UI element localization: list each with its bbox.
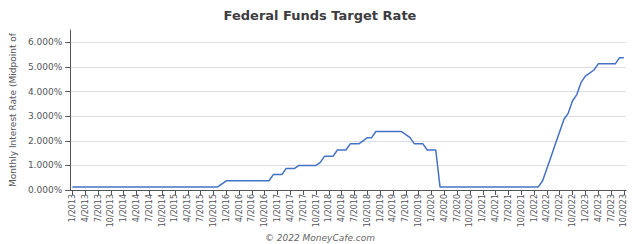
svg-text:4/2020: 4/2020	[440, 194, 449, 222]
svg-text:© 2022 MoneyCafe.com: © 2022 MoneyCafe.com	[265, 233, 375, 243]
svg-text:1/2019: 1/2019	[376, 194, 385, 222]
svg-text:7/2013: 7/2013	[94, 194, 103, 222]
svg-text:1/2014: 1/2014	[119, 194, 128, 222]
svg-text:7/2015: 7/2015	[196, 194, 205, 222]
svg-text:10/2019: 10/2019	[414, 194, 423, 227]
svg-text:Federal Funds Target Rate: Federal Funds Target Rate	[224, 8, 417, 23]
svg-text:10/2014: 10/2014	[158, 194, 167, 227]
svg-text:4/2014: 4/2014	[132, 194, 141, 222]
svg-text:1/2021: 1/2021	[478, 194, 487, 222]
svg-text:10/2017: 10/2017	[312, 194, 321, 227]
svg-text:7/2023: 7/2023	[607, 194, 616, 222]
svg-text:10/2016: 10/2016	[260, 194, 269, 227]
svg-text:1/2022: 1/2022	[530, 194, 539, 222]
svg-text:1/2013: 1/2013	[68, 194, 77, 222]
svg-text:6.000%: 6.000%	[28, 37, 63, 47]
svg-text:7/2016: 7/2016	[247, 194, 256, 222]
svg-text:10/2013: 10/2013	[106, 194, 115, 227]
svg-text:7/2017: 7/2017	[299, 194, 308, 222]
svg-text:1/2018: 1/2018	[324, 194, 333, 222]
svg-text:7/2018: 7/2018	[350, 194, 359, 222]
svg-text:4/2021: 4/2021	[491, 194, 500, 222]
svg-text:4/2023: 4/2023	[594, 194, 603, 222]
svg-text:4/2017: 4/2017	[286, 194, 295, 222]
svg-text:4/2013: 4/2013	[81, 194, 90, 222]
svg-text:5.000%: 5.000%	[28, 62, 63, 72]
svg-text:4.000%: 4.000%	[28, 87, 63, 97]
svg-text:1.000%: 1.000%	[28, 160, 63, 170]
svg-text:Monthly Interest Rate (Midpoin: Monthly Interest Rate (Midpoint of	[8, 32, 18, 187]
svg-text:7/2020: 7/2020	[453, 194, 462, 222]
svg-text:1/2015: 1/2015	[170, 194, 179, 222]
svg-text:7/2021: 7/2021	[504, 194, 513, 222]
svg-text:1/2016: 1/2016	[222, 194, 231, 222]
svg-text:0.000%: 0.000%	[28, 185, 63, 195]
svg-text:10/2015: 10/2015	[209, 194, 218, 227]
svg-text:4/2018: 4/2018	[337, 194, 346, 222]
svg-text:2.000%: 2.000%	[28, 136, 63, 146]
svg-text:4/2015: 4/2015	[183, 194, 192, 222]
svg-text:4/2022: 4/2022	[542, 194, 551, 222]
svg-text:1/2017: 1/2017	[273, 194, 282, 222]
svg-text:7/2022: 7/2022	[555, 194, 564, 222]
svg-text:4/2019: 4/2019	[388, 194, 397, 222]
svg-text:10/2022: 10/2022	[568, 194, 577, 227]
svg-text:10/2023: 10/2023	[619, 194, 628, 227]
svg-text:1/2020: 1/2020	[427, 194, 436, 222]
svg-text:7/2019: 7/2019	[401, 194, 410, 222]
svg-text:4/2016: 4/2016	[235, 194, 244, 222]
svg-text:7/2014: 7/2014	[145, 194, 154, 222]
svg-text:10/2018: 10/2018	[363, 194, 372, 227]
svg-text:3.000%: 3.000%	[28, 111, 63, 121]
svg-text:10/2020: 10/2020	[465, 194, 474, 227]
svg-text:1/2023: 1/2023	[581, 194, 590, 222]
svg-text:10/2021: 10/2021	[517, 194, 526, 227]
